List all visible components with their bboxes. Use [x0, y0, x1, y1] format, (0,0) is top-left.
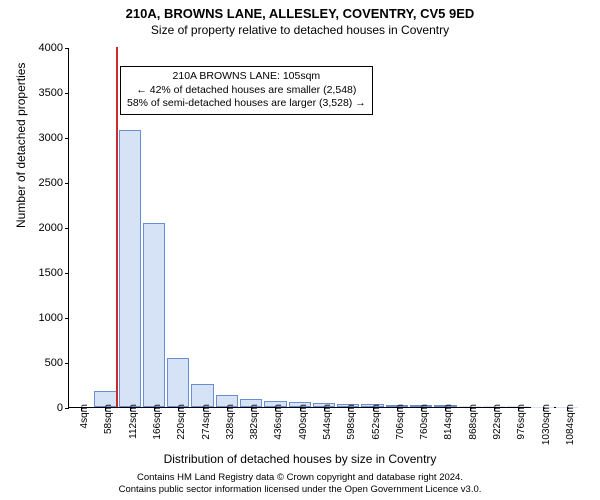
x-tick-label: 760sqm — [419, 404, 430, 440]
y-tick-mark — [65, 138, 69, 139]
chart-container: 210A, BROWNS LANE, ALLESLEY, COVENTRY, C… — [0, 0, 600, 500]
x-axis-label: Distribution of detached houses by size … — [0, 452, 600, 466]
annotation-line3: 58% of semi-detached houses are larger (… — [127, 97, 366, 111]
x-tick-label: 598sqm — [346, 404, 357, 440]
y-tick-label: 0 — [23, 402, 63, 414]
y-tick-label: 4000 — [23, 42, 63, 54]
y-tick-mark — [65, 408, 69, 409]
y-tick-mark — [65, 273, 69, 274]
y-tick-mark — [65, 228, 69, 229]
chart-area: 050010001500200025003000350040004sqm58sq… — [68, 48, 578, 408]
x-tick-label: 274sqm — [201, 404, 212, 440]
histogram-bar — [167, 358, 189, 408]
x-tick-label: 814sqm — [443, 404, 454, 440]
y-tick-label: 2500 — [23, 177, 63, 189]
y-tick-label: 3500 — [23, 87, 63, 99]
y-tick-label: 1500 — [23, 267, 63, 279]
x-tick-label: 922sqm — [492, 404, 503, 440]
x-tick-label: 4sqm — [79, 404, 90, 428]
x-tick-label: 490sqm — [298, 404, 309, 440]
footer-line1: Contains HM Land Registry data © Crown c… — [0, 472, 600, 484]
footer-attribution: Contains HM Land Registry data © Crown c… — [0, 472, 600, 496]
annotation-box: 210A BROWNS LANE: 105sqm ← 42% of detach… — [120, 66, 373, 115]
property-marker-line — [116, 47, 118, 407]
y-tick-label: 2000 — [23, 222, 63, 234]
y-tick-mark — [65, 363, 69, 364]
x-tick-label: 868sqm — [468, 404, 479, 440]
annotation-line1: 210A BROWNS LANE: 105sqm — [127, 70, 366, 84]
x-tick-label: 652sqm — [371, 404, 382, 440]
x-tick-label: 976sqm — [516, 404, 527, 440]
title-subtitle: Size of property relative to detached ho… — [0, 23, 600, 37]
x-tick-label: 58sqm — [103, 404, 114, 434]
title-block: 210A, BROWNS LANE, ALLESLEY, COVENTRY, C… — [0, 0, 600, 37]
x-tick-label: 220sqm — [176, 404, 187, 440]
title-address: 210A, BROWNS LANE, ALLESLEY, COVENTRY, C… — [0, 6, 600, 21]
y-tick-label: 3000 — [23, 132, 63, 144]
histogram-bar — [143, 223, 165, 408]
x-tick-label: 706sqm — [395, 404, 406, 440]
x-tick-label: 1030sqm — [541, 404, 552, 445]
histogram-bar — [119, 130, 141, 407]
x-tick-label: 1084sqm — [565, 404, 576, 445]
annotation-line2: ← 42% of detached houses are smaller (2,… — [127, 84, 366, 98]
x-tick-label: 166sqm — [152, 404, 163, 440]
y-tick-mark — [65, 183, 69, 184]
y-tick-mark — [65, 93, 69, 94]
y-tick-mark — [65, 318, 69, 319]
x-tick-label: 436sqm — [273, 404, 284, 440]
x-tick-label: 544sqm — [322, 404, 333, 440]
footer-line2: Contains public sector information licen… — [0, 484, 600, 496]
x-tick-label: 328sqm — [225, 404, 236, 440]
x-tick-label: 382sqm — [249, 404, 260, 440]
y-tick-label: 500 — [23, 357, 63, 369]
x-tick-label: 112sqm — [128, 404, 139, 439]
y-tick-label: 1000 — [23, 312, 63, 324]
y-tick-mark — [65, 48, 69, 49]
